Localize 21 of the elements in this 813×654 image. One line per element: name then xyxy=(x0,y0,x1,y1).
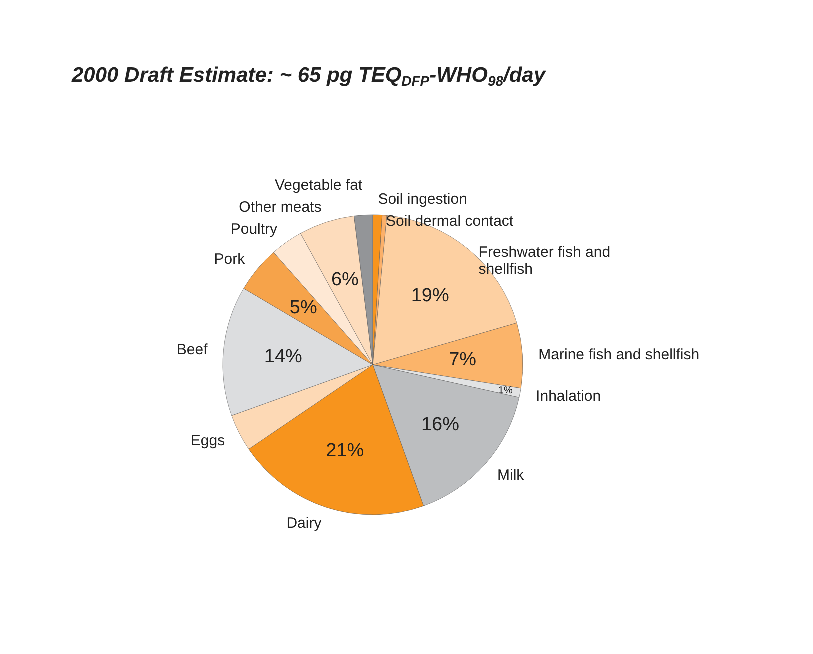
data-label: 7% xyxy=(449,349,477,370)
slice-label: Poultry xyxy=(230,221,278,238)
slice-label: Eggs xyxy=(190,432,226,450)
slice-label: Milk xyxy=(498,466,525,484)
data-label: 5% xyxy=(290,298,318,319)
slice-label: Pork xyxy=(214,251,246,268)
data-label: 6% xyxy=(331,269,360,290)
slice-label: Other meats xyxy=(239,199,322,216)
slice-label: Soil dermal contact xyxy=(386,213,514,230)
data-label: 19% xyxy=(411,286,450,307)
slice-label: Vegetable fat xyxy=(275,177,364,194)
data-label: 1% xyxy=(498,385,513,396)
data-label: 21% xyxy=(326,440,364,462)
data-label: 14% xyxy=(264,346,303,368)
slice-label: Marine fish and shellfish xyxy=(538,346,700,364)
data-label: 16% xyxy=(421,414,460,436)
slice-label: Freshwater fish and shellfish xyxy=(478,244,611,278)
slice-label: Beef xyxy=(176,341,209,358)
slice-label: Dairy xyxy=(286,514,322,532)
slice-label: Inhalation xyxy=(536,388,602,406)
slice-label: Soil ingestion xyxy=(378,191,468,208)
